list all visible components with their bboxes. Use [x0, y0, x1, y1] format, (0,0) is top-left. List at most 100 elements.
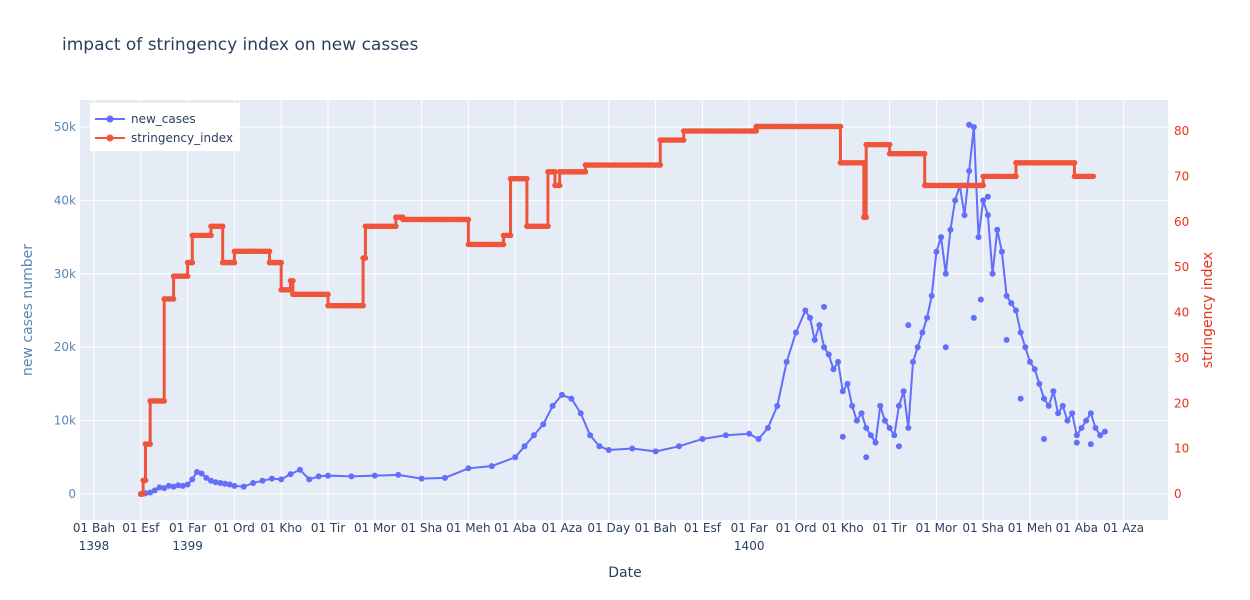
x-tick-label: 01 Mor [916, 521, 958, 535]
point-stringency-index [161, 398, 167, 404]
x-tick-label: 01 Bah [634, 521, 676, 535]
point-new-cases [1083, 417, 1090, 424]
point-new-cases [895, 443, 902, 450]
point-new-cases [942, 270, 949, 277]
x-tick-label: 01 Far [169, 521, 206, 535]
point-new-cases [540, 421, 547, 428]
legend[interactable]: new_cases stringency_index [90, 103, 240, 151]
point-new-cases [1064, 417, 1071, 424]
y2-tick-label-right: 70 [1174, 169, 1189, 183]
y-axis-right-ticks: 0 10 20 30 40 50 60 70 80 [1174, 124, 1189, 501]
point-new-cases [1003, 292, 1010, 299]
point-stringency-index [208, 232, 214, 239]
point-new-cases [821, 303, 828, 310]
point-new-cases [596, 443, 603, 450]
y2-tick-label-right: 50 [1174, 260, 1189, 274]
point-new-cases [863, 424, 870, 431]
y2-tick-label-right: 0 [1174, 487, 1182, 501]
point-new-cases [1036, 380, 1043, 387]
point-stringency-index [552, 169, 558, 175]
point-new-cases [189, 476, 196, 483]
point-stringency-index [1090, 173, 1096, 180]
chart-title: impact of stringency index on new casses [62, 35, 419, 55]
point-stringency-index [753, 128, 760, 134]
point-new-cases [371, 472, 378, 479]
point-new-cases [881, 417, 888, 424]
point-new-cases [839, 388, 846, 395]
point-new-cases [858, 410, 865, 417]
point-new-cases [315, 473, 322, 480]
point-new-cases [886, 424, 893, 431]
point-new-cases [203, 474, 210, 481]
point-new-cases [226, 481, 233, 488]
point-new-cases [296, 466, 303, 473]
point-new-cases [877, 402, 884, 409]
point-new-cases [755, 435, 762, 442]
x-tick-label: 01 Aza [542, 521, 583, 535]
y-tick-label-left: 40k [54, 193, 76, 207]
point-new-cases [179, 482, 186, 489]
point-new-cases [821, 344, 828, 351]
point-new-cases [1087, 410, 1094, 417]
point-new-cases [1069, 410, 1076, 417]
x-tick-label: 01 Aza [1103, 521, 1144, 535]
y2-tick-label-right: 40 [1174, 306, 1189, 320]
point-new-cases [1008, 300, 1015, 307]
x-tick-label: 01 Kho [260, 521, 302, 535]
point-new-cases [521, 443, 528, 450]
x-tick-label: 01 Aba [494, 521, 536, 535]
point-new-cases [867, 432, 874, 439]
x-tick-label: 01 Tir [311, 521, 345, 535]
point-stringency-index [556, 182, 563, 189]
point-new-cases [802, 307, 809, 314]
point-new-cases [222, 480, 229, 487]
point-new-cases [905, 424, 912, 431]
legend-label-stringency-index: stringency_index [131, 131, 233, 145]
point-new-cases [652, 448, 659, 455]
series-new-cases [137, 121, 1108, 497]
point-new-cases [208, 477, 214, 484]
point-new-cases [268, 475, 275, 482]
point-new-cases [998, 248, 1005, 255]
point-stringency-index [837, 123, 844, 130]
x-axis-ticks: 01 Bah 1398 01 Esf 01 Far 1399 01 Ord 01 Kho 01… [73, 521, 1144, 553]
point-new-cases [465, 465, 472, 472]
point-stringency-index [680, 137, 687, 143]
y2-tick-label-right: 60 [1174, 215, 1189, 229]
point-new-cases [1050, 388, 1057, 395]
point-stringency-index [465, 216, 472, 223]
point-new-cases [994, 226, 1001, 233]
legend-item-stringency-index[interactable]: stringency_index [95, 131, 233, 145]
point-new-cases [783, 358, 790, 365]
point-new-cases [970, 124, 977, 130]
y-tick-label-left: 10k [54, 414, 76, 428]
point-new-cases [1022, 344, 1029, 351]
y-tick-label-left: 30k [54, 267, 76, 281]
point-new-cases [793, 329, 799, 336]
point-new-cases [1003, 336, 1010, 343]
point-new-cases [952, 197, 959, 204]
point-new-cases [348, 473, 355, 480]
point-new-cases [147, 489, 154, 496]
point-stringency-index [1013, 173, 1019, 180]
point-new-cases [699, 435, 706, 442]
point-new-cases [549, 402, 556, 409]
point-new-cases [231, 482, 238, 489]
point-new-cases [980, 197, 987, 204]
point-stringency-index [147, 441, 153, 447]
point-stringency-index [140, 491, 146, 497]
point-new-cases [1055, 410, 1062, 417]
point-new-cases [676, 443, 682, 450]
point-stringency-index [861, 159, 867, 166]
x-tick-label: 01 Mor [354, 521, 396, 535]
point-new-cases [1041, 395, 1048, 402]
point-new-cases [568, 395, 575, 402]
point-new-cases [914, 344, 921, 351]
x-tick-label: 01 Far [731, 521, 768, 535]
point-stringency-index [184, 273, 191, 280]
legend-item-new-cases[interactable]: new_cases [95, 112, 196, 126]
x-tick-label: 01 Esf [122, 521, 160, 535]
point-new-cases [1101, 428, 1108, 435]
point-new-cases [1073, 439, 1080, 446]
